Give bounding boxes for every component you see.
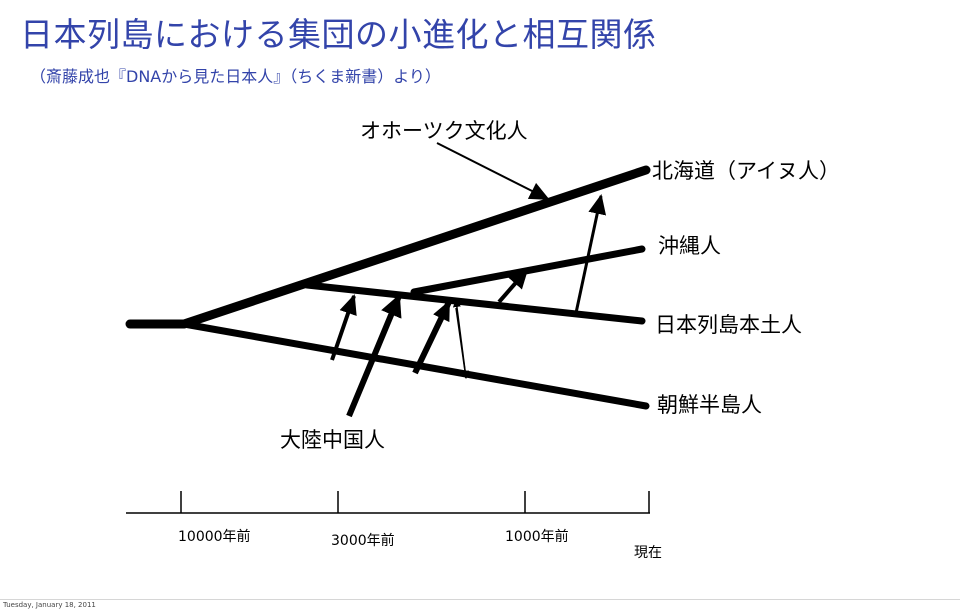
okhotsk-arrow: [436, 142, 550, 200]
mainland-korea-exchange-arrow-up: [452, 299, 467, 379]
korea-to-mainland-arrow-2: [412, 300, 452, 375]
okhotsk-label: オホーツク文化人: [360, 119, 528, 143]
okinawa-branch: [410, 245, 646, 296]
footer-divider: [0, 599, 960, 600]
tick-label-10000: 10000年前: [178, 528, 251, 545]
tick-label-1000: 1000年前: [505, 528, 569, 545]
continent-migration-arrow: [346, 294, 402, 418]
korea-branch: [180, 320, 650, 410]
slide-subtitle: （斎藤成也『DNAから見た日本人』（ちくま新書）より）: [30, 67, 441, 86]
korea-label: 朝鮮半島人: [657, 393, 762, 417]
mainland-label: 日本列島本土人: [655, 313, 802, 337]
korea-to-mainland-arrow-1: [330, 294, 357, 361]
ainu-label: 北海道（アイヌ人）: [652, 159, 840, 183]
mainland-branch: [303, 281, 646, 325]
tick-label-present: 現在: [634, 545, 662, 561]
continent-label: 大陸中国人: [280, 428, 385, 452]
slide-title: 日本列島における集団の小進化と相互関係: [20, 15, 657, 54]
tick-label-3000: 3000年前: [331, 532, 395, 549]
timeline-axis: [126, 491, 650, 514]
mainland-to-okinawa-arrow: [497, 268, 529, 304]
okinawa-label: 沖縄人: [658, 234, 721, 258]
footer-date: Tuesday, January 18, 2011: [3, 601, 96, 609]
mainland-to-ainu-arrow: [574, 194, 607, 314]
ainu-branch: [179, 165, 651, 329]
